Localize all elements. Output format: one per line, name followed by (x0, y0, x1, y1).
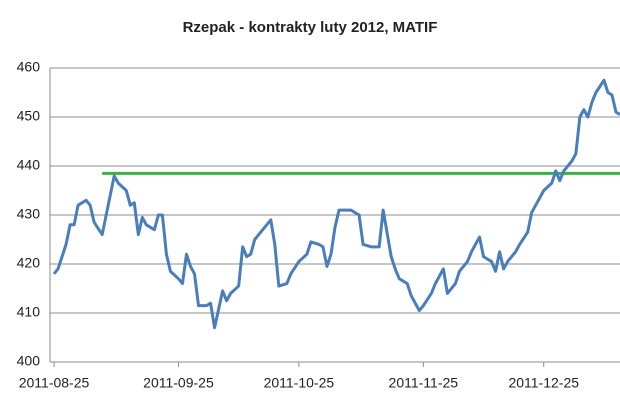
y-tick-label: 460 (17, 59, 41, 75)
y-tick-label: 440 (17, 157, 41, 173)
y-tick-label: 400 (17, 353, 41, 369)
x-tick-label: 2011-08-25 (19, 375, 90, 391)
y-tick-label: 410 (17, 304, 41, 320)
x-tick-label: 2011-11-25 (389, 375, 459, 391)
x-tick-label: 2011-09-25 (143, 375, 214, 391)
y-tick-label: 420 (17, 255, 41, 271)
y-tick-label: 450 (17, 108, 41, 124)
y-tick-label: 430 (17, 206, 41, 222)
x-tick-label: 2011-12-25 (508, 375, 579, 391)
chart-title: Rzepak - kontrakty luty 2012, MATIF (183, 19, 438, 36)
x-tick-label: 2011-10-25 (264, 375, 335, 391)
series-line (52, 78, 620, 330)
